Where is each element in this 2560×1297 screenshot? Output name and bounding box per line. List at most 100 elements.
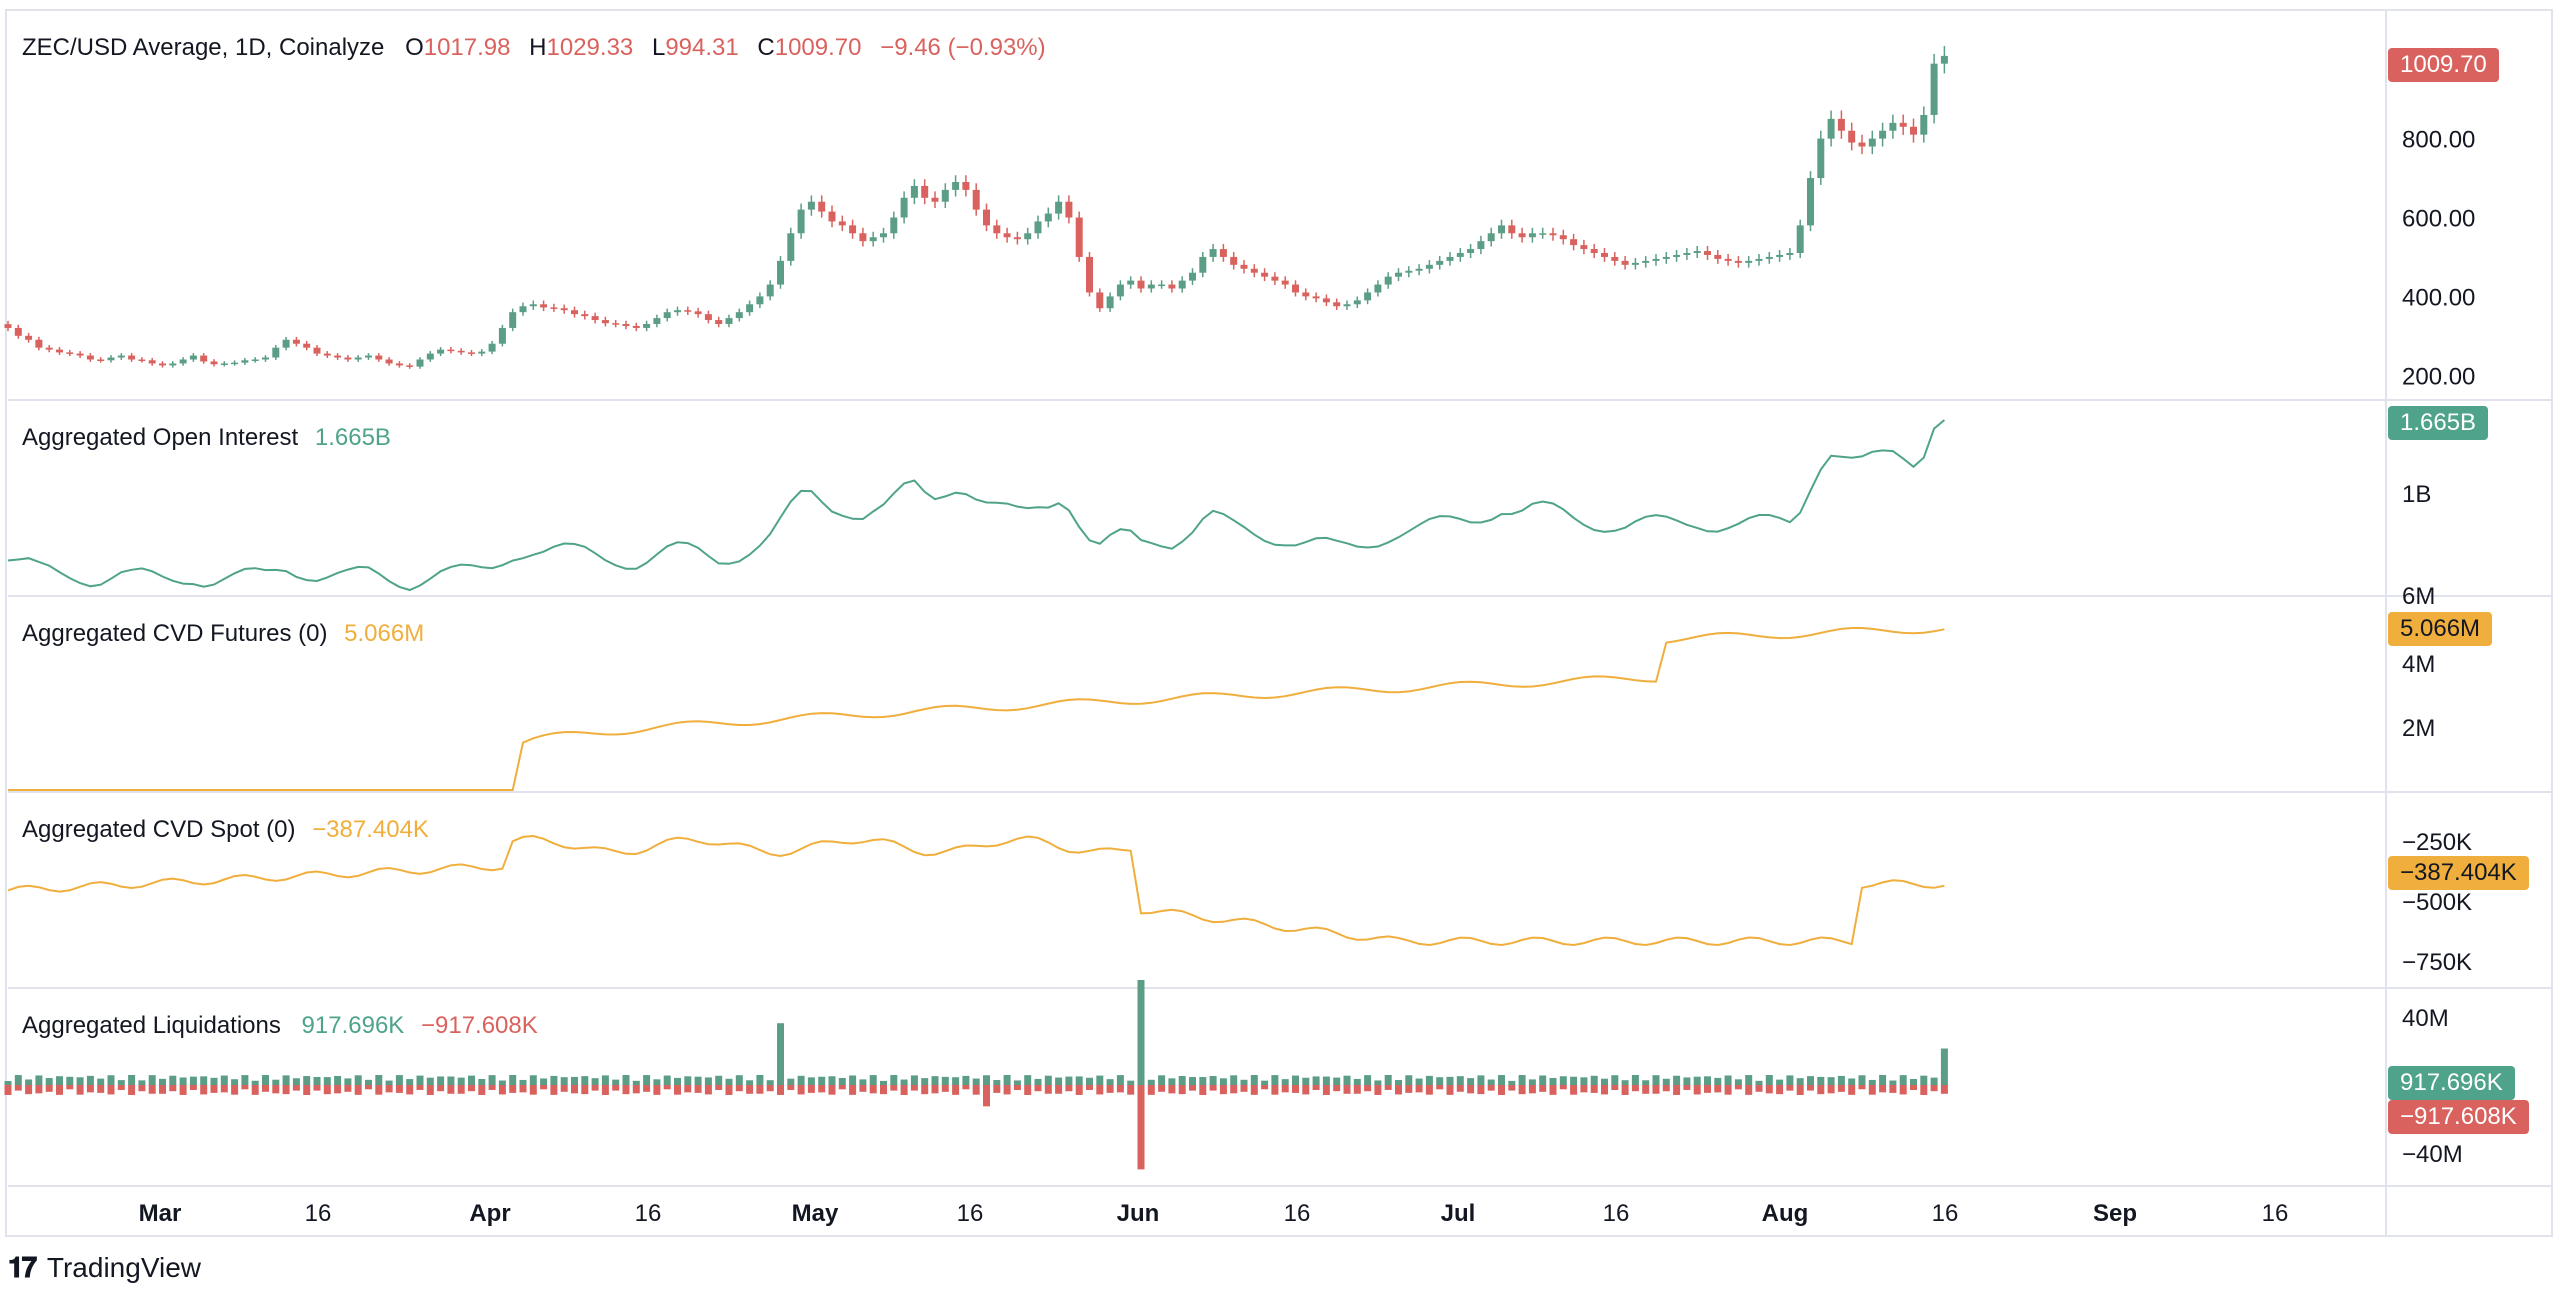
candle-body	[900, 197, 908, 218]
liq-short-bar	[880, 1085, 887, 1095]
candle-body	[35, 339, 43, 348]
liq-long-bar	[262, 1075, 269, 1085]
candle-body	[972, 189, 980, 210]
liq-short-bar	[704, 1085, 712, 1095]
liq-short-bar	[735, 1085, 743, 1092]
candle-body	[1776, 254, 1784, 257]
cvd-futures-path	[8, 627, 1945, 791]
candle-body	[797, 209, 805, 234]
liq-long-bar	[1044, 1075, 1052, 1085]
candle-body	[1106, 296, 1114, 309]
change-value: −9.46 (−0.93%)	[880, 34, 1046, 61]
liq-short-bar	[220, 1085, 228, 1093]
liq-long-bar	[1086, 1077, 1093, 1085]
liq-short-bar	[1055, 1085, 1063, 1094]
liq-short-bar	[1189, 1085, 1196, 1091]
candle-body	[1601, 253, 1608, 257]
liq-long-bar	[45, 1078, 53, 1085]
liq-short-bar	[1240, 1085, 1248, 1092]
x-axis-label: 16	[957, 1200, 984, 1227]
candle-body	[529, 304, 537, 307]
candle-body	[746, 304, 754, 313]
candle-body	[282, 339, 290, 348]
candle-body	[993, 225, 1001, 234]
liq-short-bar	[519, 1085, 527, 1093]
liq-short-bar	[1065, 1085, 1073, 1092]
liq-long-bar	[1364, 1075, 1372, 1085]
liq-short-bar	[1127, 1085, 1135, 1095]
liq-long-bar	[375, 1075, 383, 1085]
liq-long-bar	[241, 1075, 249, 1085]
liq-short-bar	[1920, 1085, 1928, 1095]
liq-short-bar	[1621, 1085, 1629, 1095]
candle-body	[1003, 233, 1011, 238]
liq-long-bar	[1940, 1048, 1948, 1085]
liq-short-bar	[1940, 1085, 1948, 1094]
liq-short-bar	[1013, 1085, 1021, 1090]
liq-axis-tick: −40M	[2402, 1141, 2463, 1168]
candle-body	[921, 185, 929, 198]
candle-body	[1364, 292, 1372, 301]
liq-long-bar	[818, 1076, 826, 1085]
liq-short-bar	[385, 1085, 393, 1093]
liq-short-bar	[138, 1085, 146, 1092]
candle-body	[200, 355, 208, 362]
liq-short-bar	[828, 1085, 836, 1095]
liq-long-bar	[849, 1075, 857, 1085]
liq-long-bar	[1796, 1078, 1804, 1085]
liq-short-bar	[622, 1085, 630, 1095]
candle-body	[869, 237, 877, 242]
candle-body	[128, 355, 136, 360]
liq-short-bar	[1745, 1085, 1753, 1095]
candle-body	[468, 352, 475, 354]
liq-short-bar	[1518, 1085, 1526, 1095]
liq-short-bar	[1395, 1085, 1402, 1095]
liq-long-bar	[282, 1075, 290, 1085]
liq-long-bar	[725, 1078, 733, 1085]
liq-short-bar	[1477, 1085, 1485, 1095]
candle-body	[148, 360, 156, 364]
liq-long-bar	[1817, 1076, 1825, 1085]
candle-body	[1333, 302, 1341, 307]
liq-short-bar	[1580, 1085, 1588, 1093]
liq-long-bar	[859, 1079, 867, 1085]
liq-long-bar	[365, 1079, 372, 1085]
liq-short-bar	[1044, 1085, 1052, 1094]
liq-short-bar	[983, 1085, 990, 1107]
liq-short-bar	[1343, 1085, 1351, 1094]
candle-body	[1549, 233, 1557, 236]
liq-long-bar	[1467, 1078, 1475, 1085]
liq-long-bar	[1374, 1080, 1382, 1085]
liq-short-bar	[86, 1085, 94, 1093]
liq-long-bar	[921, 1078, 929, 1085]
liq-long-bar	[962, 1075, 970, 1085]
candle-body	[1178, 280, 1186, 289]
liq-long-bar	[1508, 1080, 1516, 1085]
candle-body	[1240, 264, 1248, 269]
liq-short-bar	[560, 1085, 568, 1092]
liq-axis-tick: 40M	[2402, 1005, 2449, 1032]
liq-long-bar	[674, 1077, 681, 1085]
liq-short-bar	[1364, 1085, 1372, 1092]
liq-short-bar	[303, 1085, 311, 1095]
liq-long-bar	[231, 1079, 239, 1085]
liq-long-bar	[787, 1078, 795, 1085]
liq-long-bar	[1837, 1075, 1845, 1085]
liq-long-bar	[1734, 1079, 1742, 1085]
candle-body	[1281, 280, 1289, 285]
candle-body	[828, 211, 836, 222]
candle-body	[612, 323, 620, 325]
candle-body	[45, 347, 53, 350]
candle-body	[117, 355, 125, 358]
liq-short-bar	[76, 1085, 84, 1095]
liq-short-bar	[1642, 1085, 1650, 1094]
tradingview-logo[interactable]: 𝟏𝟕 TradingView	[8, 1252, 201, 1285]
candle-body	[807, 201, 815, 210]
liq-long-bar	[148, 1075, 156, 1085]
x-axis-label: 16	[1603, 1200, 1630, 1227]
liq-short-bar	[1261, 1085, 1269, 1090]
liq-long-bar	[1024, 1075, 1032, 1085]
liq-long-bar	[1013, 1080, 1021, 1085]
candle-body	[1704, 251, 1711, 255]
